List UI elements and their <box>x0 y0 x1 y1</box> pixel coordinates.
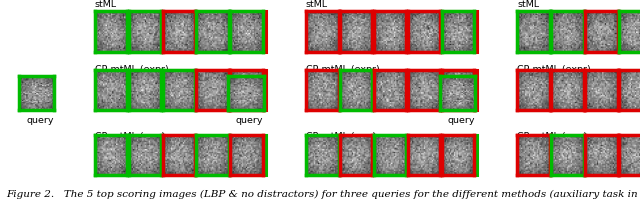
Text: CP-mtML (age): CP-mtML (age) <box>95 132 165 141</box>
Text: CP-mtML (age): CP-mtML (age) <box>306 132 376 141</box>
Text: CP-mtML (expr): CP-mtML (expr) <box>306 66 380 74</box>
Text: query: query <box>447 117 474 125</box>
Bar <box>95 135 266 175</box>
Text: query: query <box>236 117 263 125</box>
Bar <box>517 135 640 175</box>
Text: CP-mtML (age): CP-mtML (age) <box>517 132 588 141</box>
Text: Figure 2.   The 5 top scoring images (LBP & no distractors) for three queries fo: Figure 2. The 5 top scoring images (LBP … <box>6 190 640 199</box>
Bar <box>95 12 266 52</box>
Text: CP-mtML (expr): CP-mtML (expr) <box>95 66 168 74</box>
Text: stML: stML <box>306 0 328 9</box>
Text: stML: stML <box>517 0 540 9</box>
Bar <box>306 12 477 52</box>
Bar <box>95 70 266 110</box>
Bar <box>306 70 477 110</box>
Text: stML: stML <box>95 0 117 9</box>
Bar <box>517 12 640 52</box>
Bar <box>306 135 477 175</box>
Text: CP-mtML (expr): CP-mtML (expr) <box>517 66 591 74</box>
Text: query: query <box>27 117 54 125</box>
Bar <box>517 70 640 110</box>
